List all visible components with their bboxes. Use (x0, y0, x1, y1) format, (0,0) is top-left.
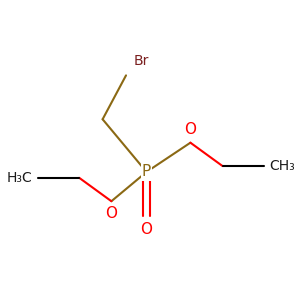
Text: H₃C: H₃C (7, 171, 32, 185)
Text: O: O (140, 222, 152, 237)
Text: CH₃: CH₃ (269, 159, 295, 173)
Text: O: O (105, 206, 117, 221)
Text: Br: Br (133, 54, 149, 68)
Text: O: O (184, 122, 196, 137)
Text: P: P (142, 164, 151, 179)
